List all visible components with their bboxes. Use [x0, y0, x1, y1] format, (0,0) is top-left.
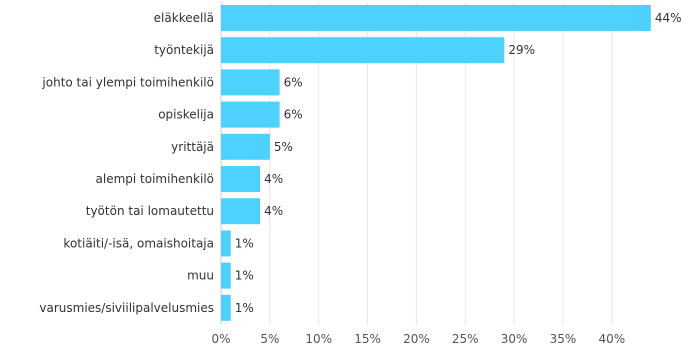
bar — [221, 5, 651, 31]
bar — [221, 166, 261, 192]
x-tick-label: 35% — [550, 332, 577, 346]
value-label: 1% — [235, 269, 254, 283]
category-label: eläkkeellä — [154, 11, 214, 25]
category-label: alempi toimihenkilö — [96, 172, 214, 186]
value-label: 6% — [284, 75, 303, 89]
bar — [221, 262, 231, 289]
x-tick-label: 15% — [354, 332, 381, 346]
category-label: varusmies/siviilipalvelusmies — [39, 301, 214, 315]
bar — [221, 198, 261, 225]
x-tick-label: 0% — [211, 332, 230, 346]
value-label: 4% — [264, 172, 283, 186]
bar — [221, 69, 280, 96]
bar — [221, 133, 270, 160]
category-label: johto tai ylempi toimihenkilö — [41, 75, 214, 89]
x-tick-label: 25% — [452, 332, 479, 346]
category-label: opiskelija — [158, 108, 214, 122]
bars — [221, 5, 651, 321]
value-label: 5% — [274, 140, 293, 154]
x-tick-label: 5% — [260, 332, 279, 346]
x-tick-label: 40% — [598, 332, 625, 346]
bar — [221, 37, 505, 64]
bar — [221, 230, 231, 257]
value-labels: 44% 29% 6% 6% 5% 4% 4% 1% 1% 1% — [235, 11, 682, 315]
category-label: yrittäjä — [171, 140, 214, 154]
x-tick-label: 10% — [305, 332, 332, 346]
category-labels: eläkkeellä työntekijä johto tai ylempi toi… — [39, 11, 214, 315]
category-label: työntekijä — [154, 43, 214, 57]
x-axis-tick-labels: 0% 5% 10% 15% 20% 25% 30% 35% 40% — [211, 332, 625, 346]
category-label: kotiäiti/-isä, omaishoitaja — [63, 236, 214, 250]
bar — [221, 101, 280, 128]
category-label: muu — [187, 269, 214, 283]
category-label: työtön tai lomautettu — [86, 204, 214, 218]
x-tick-label: 20% — [403, 332, 430, 346]
bar — [221, 294, 231, 321]
value-label: 1% — [235, 301, 254, 315]
value-label: 44% — [655, 11, 682, 25]
value-label: 6% — [284, 108, 303, 122]
x-tick-label: 30% — [501, 332, 528, 346]
value-label: 1% — [235, 236, 254, 250]
value-label: 4% — [264, 204, 283, 218]
value-label: 29% — [508, 43, 535, 57]
